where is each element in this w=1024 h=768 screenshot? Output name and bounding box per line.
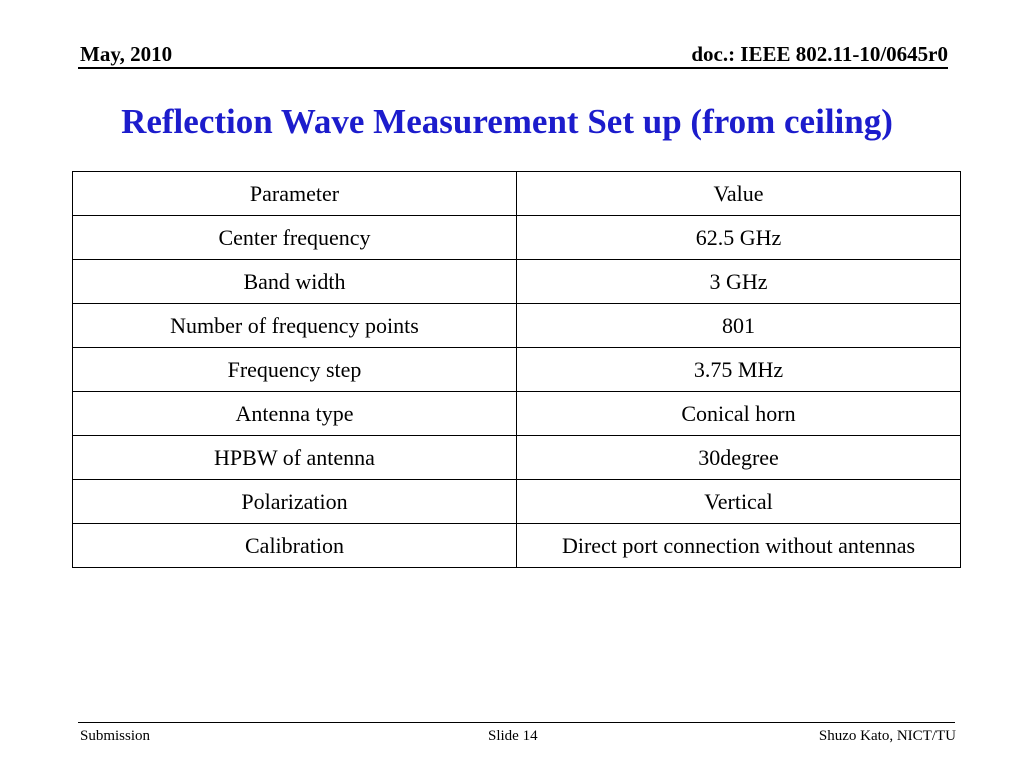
table-row: Antenna type Conical horn xyxy=(72,391,961,436)
table-cell: Number of frequency points xyxy=(72,303,517,348)
table-row: Polarization Vertical xyxy=(72,479,961,524)
table-row: Center frequency 62.5 GHz xyxy=(72,215,961,260)
table-cell: 801 xyxy=(516,303,961,348)
table-cell: Frequency step xyxy=(72,347,517,392)
table-cell: 30degree xyxy=(516,435,961,480)
table-cell: Calibration xyxy=(72,523,517,568)
table-cell: Band width xyxy=(72,259,517,304)
table-cell: Conical horn xyxy=(516,391,961,436)
table-cell: 62.5 GHz xyxy=(516,215,961,260)
table-cell: HPBW of antenna xyxy=(72,435,517,480)
header-date: May, 2010 xyxy=(80,42,173,66)
table-row: Frequency step 3.75 MHz xyxy=(72,347,961,392)
footer-rule xyxy=(78,722,955,723)
table-cell: Polarization xyxy=(72,479,517,524)
table-cell: Value xyxy=(516,171,961,216)
table-cell: Vertical xyxy=(516,479,961,524)
table-row: Band width 3 GHz xyxy=(72,259,961,304)
parameter-table: Parameter Value Center frequency 62.5 GHz Ba… xyxy=(72,171,961,568)
table-cell: 3 GHz xyxy=(516,259,961,304)
footer-center: Slide 14 xyxy=(488,728,538,744)
header-row: Parameter Value xyxy=(72,171,961,216)
table-row: Number of frequency points 801 xyxy=(72,303,961,348)
table-cell: Direct port connection without antennas xyxy=(516,523,961,568)
header-rule xyxy=(78,67,948,69)
header-doc: doc.: IEEE 802.11-10/0645r0 xyxy=(691,42,948,66)
footer-right: Shuzo Kato, NICT/TU xyxy=(818,728,956,744)
footer-left: Submission xyxy=(80,728,151,744)
table-cell: 3.75 MHz xyxy=(516,347,961,392)
table-cell: Antenna type xyxy=(72,391,517,436)
table-row: HPBW of antenna 30degree xyxy=(72,435,961,480)
slide-title: Reflection Wave Measurement Set up (from… xyxy=(121,102,893,141)
table-cell: Parameter xyxy=(72,171,517,216)
table-cell: Center frequency xyxy=(72,215,517,260)
table-row: Calibration Direct port connection withou… xyxy=(72,523,961,568)
